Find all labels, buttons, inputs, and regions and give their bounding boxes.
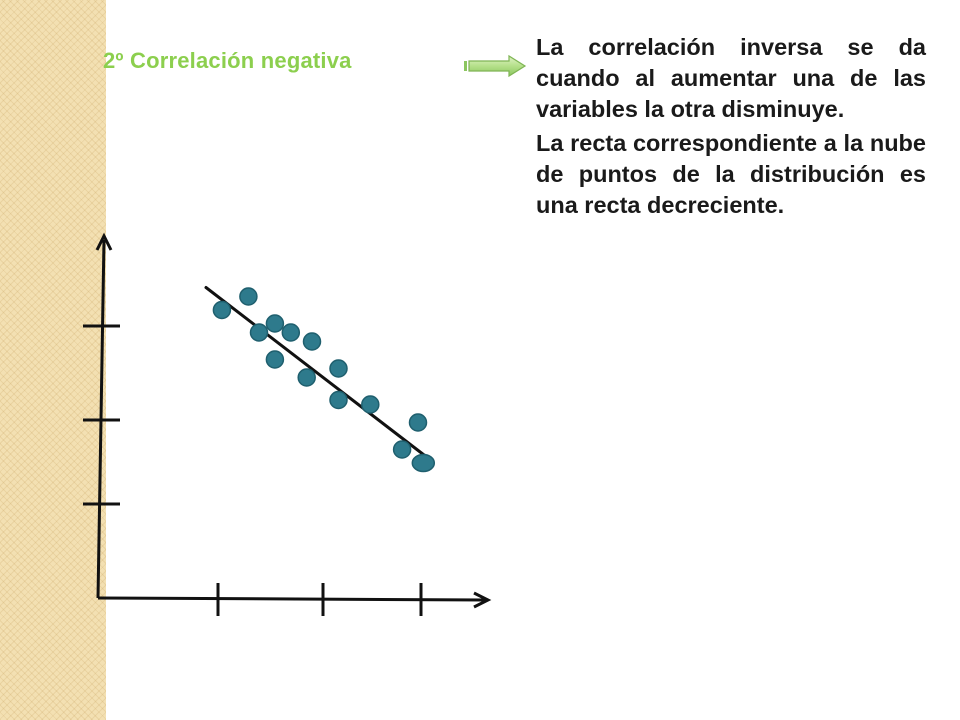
data-point — [281, 323, 301, 342]
data-point — [249, 323, 269, 342]
description-paragraph-1: La correlación inversa se da cuando al a… — [536, 34, 926, 122]
data-point — [302, 332, 322, 351]
trend-line — [204, 286, 431, 460]
data-point — [265, 350, 285, 369]
data-point — [408, 413, 428, 432]
data-point — [212, 300, 232, 320]
data-point — [297, 368, 316, 387]
x-axis — [97, 591, 492, 609]
data-point — [392, 440, 412, 459]
description-text: La correlación inversa se da cuando al a… — [536, 32, 926, 221]
y-axis-ticks — [83, 324, 120, 506]
x-axis-ticks — [216, 583, 423, 616]
data-point — [329, 359, 348, 378]
data-point — [329, 390, 348, 410]
decorative-side-strip — [0, 0, 106, 720]
description-paragraph-2: La recta correspondiente a la nube de pu… — [536, 130, 926, 218]
data-point — [411, 453, 436, 473]
trend-line-segment — [204, 286, 431, 460]
section-title: 2º Correlación negativa — [103, 48, 352, 73]
right-arrow-icon — [464, 54, 527, 78]
data-point — [265, 314, 285, 333]
data-point — [239, 287, 258, 306]
y-axis — [95, 232, 113, 599]
data-point — [361, 395, 380, 414]
data-points — [212, 287, 436, 473]
